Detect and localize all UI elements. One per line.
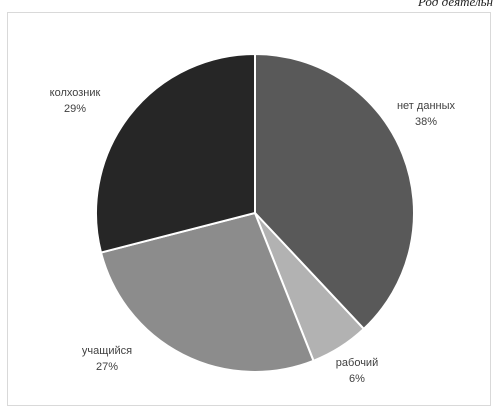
chart-area: нет данных 38% рабочий 6% учащийся 27% колхозн…	[7, 12, 491, 406]
pie-slice-percent: 27%	[96, 361, 118, 373]
pie-slice-category: колхозник	[50, 87, 101, 99]
pie-slice-category: учащийся	[82, 345, 132, 357]
pie-slice-label-3: учащийся 27%	[82, 345, 132, 373]
pie-slice-label-4: колхозник 29%	[50, 87, 101, 115]
chart-caption: Род деятельн	[418, 0, 493, 10]
pie-slices	[96, 54, 414, 372]
pie-slice-percent: 29%	[64, 103, 86, 115]
pie-slice-percent: 38%	[415, 116, 437, 128]
pie-slice-category: рабочий	[336, 357, 378, 369]
pie-slice-category: нет данных	[397, 100, 456, 112]
pie-chart: нет данных 38% рабочий 6% учащийся 27% колхозн…	[8, 13, 492, 407]
pie-slice-percent: 6%	[349, 373, 365, 385]
pie-slice-label-1: нет данных 38%	[397, 100, 456, 128]
pie-slice-label-2: рабочий 6%	[336, 357, 378, 385]
